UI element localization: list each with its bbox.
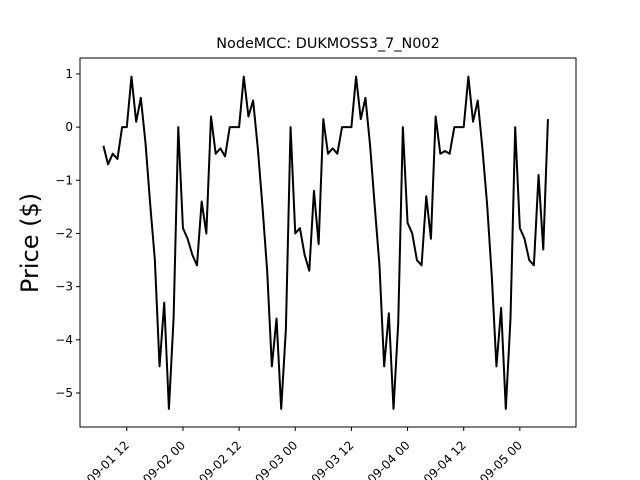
y-axis-label: Price ($) [16, 193, 44, 293]
x-tick-label: 09-01 12 [84, 438, 132, 480]
y-tick-label: −3 [55, 280, 73, 294]
x-tick-label: 09-03 00 [252, 438, 300, 480]
y-tick-label: 0 [65, 120, 73, 134]
x-tick-label: 09-04 00 [365, 438, 413, 480]
y-tick-label: −1 [55, 173, 73, 187]
x-tick-label: 09-05 00 [477, 438, 525, 480]
x-tick-label: 09-02 00 [140, 438, 188, 480]
line [102, 75, 549, 410]
x-tick-label: 09-04 12 [421, 438, 469, 480]
plot-frame [79, 57, 577, 428]
x-tick-label: 09-02 12 [196, 438, 244, 480]
y-tick-label: −5 [55, 386, 73, 400]
y-tick-label: −4 [55, 333, 73, 347]
y-tick-label: 1 [65, 67, 73, 81]
y-tick-label: −2 [55, 226, 73, 240]
x-tick-label: 09-03 12 [309, 438, 357, 480]
chart-title: NodeMCC: DUKMOSS3_7_N002 [216, 36, 440, 52]
